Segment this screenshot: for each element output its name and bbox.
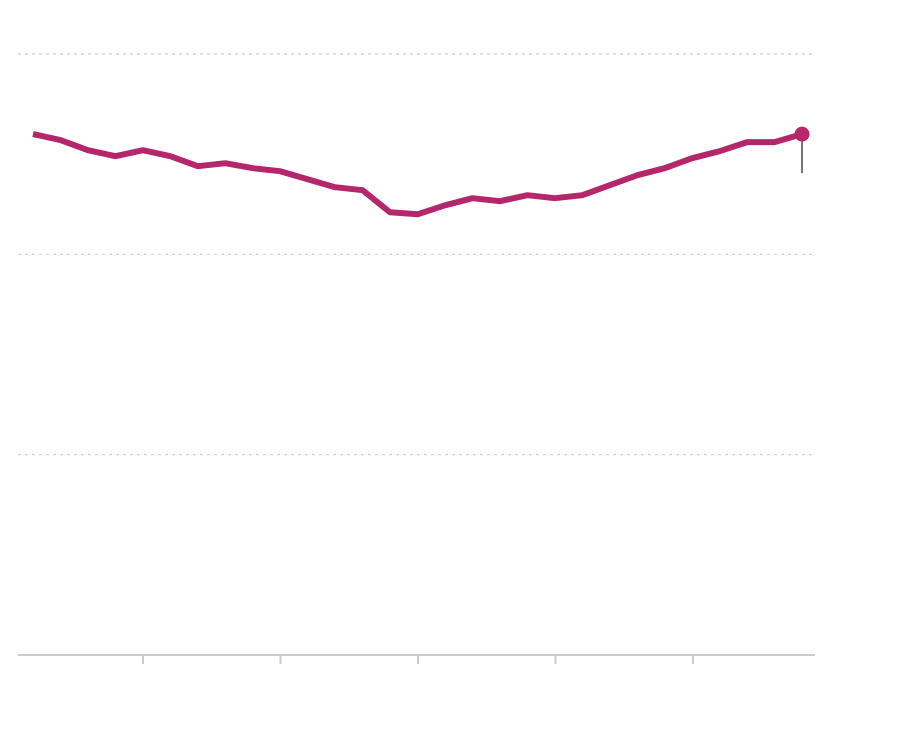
x-axis: [18, 654, 815, 664]
series-line: [32, 131, 803, 218]
last-point-marker: [794, 126, 810, 142]
gridlines: [18, 53, 815, 456]
series-layer: [32, 126, 810, 218]
